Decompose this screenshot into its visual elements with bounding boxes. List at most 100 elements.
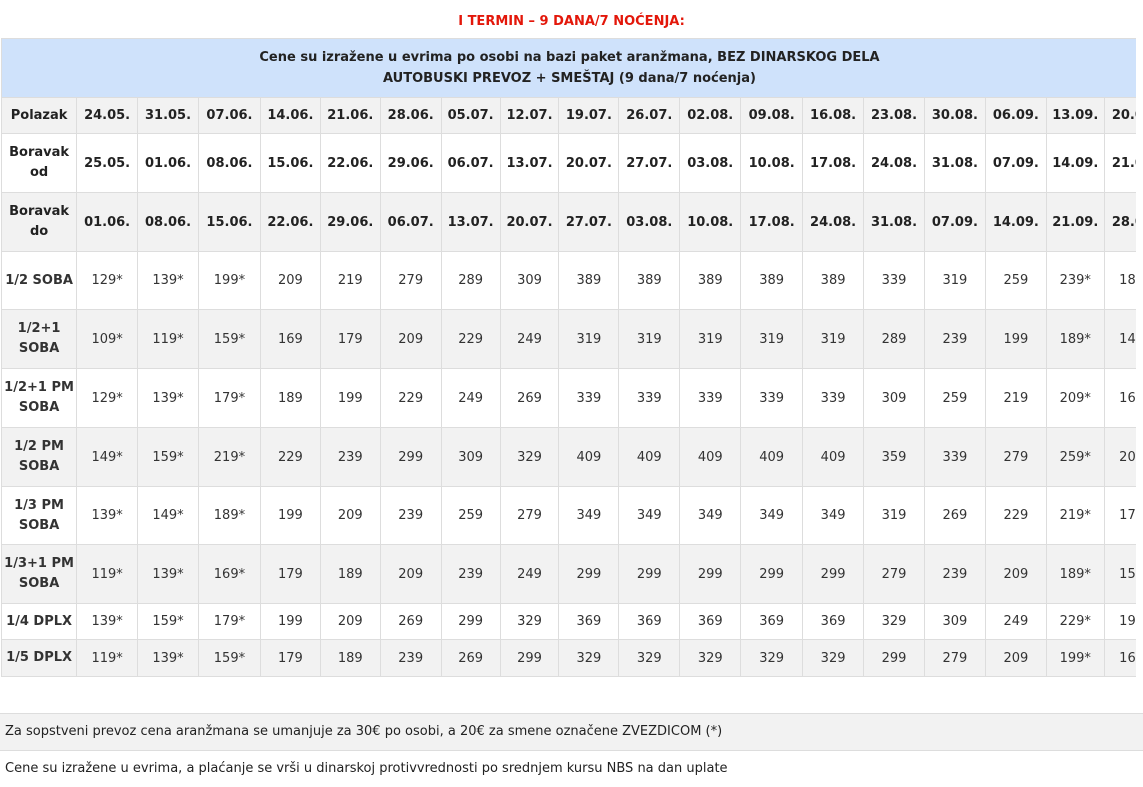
price-cell: 129* xyxy=(76,251,139,310)
price-cell: 289 xyxy=(863,309,925,369)
price-cell: 149* xyxy=(137,486,199,545)
price-cell: 279 xyxy=(984,427,1047,487)
footer-notes: Za sopstveni prevoz cena aranžmana se um… xyxy=(0,713,1143,787)
date-cell: 13.07. xyxy=(499,133,560,193)
date-cell: 01.06. xyxy=(137,133,199,193)
price-cell: 139* xyxy=(76,603,139,640)
table-row: 1/2+1 SOBA 109* 119* 159* 169 179 209 229 249 319… xyxy=(1,309,1136,369)
price-cell: 299 xyxy=(379,427,442,487)
date-cell: 12.07. xyxy=(499,97,560,134)
price-cell: 299 xyxy=(558,544,620,604)
price-cell: 269 xyxy=(379,603,442,640)
date-cell: 28.09. xyxy=(1103,192,1136,252)
price-cell: 409 xyxy=(740,427,804,487)
price-cell: 219* xyxy=(1045,486,1105,545)
price-cell: 339 xyxy=(923,427,986,487)
price-cell: 389 xyxy=(740,251,804,310)
table-row: 1/3+1 PM SOBA 119* 139* 169* 179 189 209 239 249… xyxy=(1,544,1136,604)
price-cell: 349 xyxy=(740,486,804,545)
price-cell: 179* xyxy=(197,603,261,640)
price-cell: 389 xyxy=(558,251,620,310)
date-cell: 24.08. xyxy=(863,133,925,193)
price-cell: 219* xyxy=(197,427,261,487)
table-header-band: Cene su izražene u evrima po osobi na ba… xyxy=(1,38,1136,98)
row-label: Polazak xyxy=(1,97,78,134)
date-cell: 13.07. xyxy=(440,192,501,252)
price-cell: 299 xyxy=(679,544,742,604)
date-cell: 15.06. xyxy=(259,133,321,193)
price-cell: 199* xyxy=(197,251,261,310)
date-cell: 07.09. xyxy=(984,133,1047,193)
price-cell: 249 xyxy=(440,368,501,428)
date-cell: 17.08. xyxy=(802,133,865,193)
price-cell: 199 xyxy=(259,486,321,545)
price-cell: 339 xyxy=(618,368,681,428)
date-cell: 30.08. xyxy=(923,97,986,134)
date-cell: 14.06. xyxy=(259,97,321,134)
price-cell: 319 xyxy=(923,251,986,310)
table-row: Boravak do 01.06. 08.06. 15.06. 22.06. 29.06.… xyxy=(1,192,1136,252)
price-cell: 409 xyxy=(618,427,681,487)
price-cell: 319 xyxy=(740,309,804,369)
price-cell: 279 xyxy=(499,486,560,545)
date-cell: 03.08. xyxy=(679,133,742,193)
footer-note-payment: Cene su izražene u evrima, a plaćanje se… xyxy=(0,750,1143,787)
price-cell: 179 xyxy=(259,544,321,604)
price-cell: 209 xyxy=(984,544,1047,604)
price-cell: 309 xyxy=(440,427,501,487)
price-cell: 169 xyxy=(259,309,321,369)
date-cell: 22.06. xyxy=(259,192,321,252)
price-cell: 319 xyxy=(863,486,925,545)
price-cell: 369 xyxy=(679,603,742,640)
price-cell: 269 xyxy=(923,486,986,545)
price-cell: 209 xyxy=(319,603,381,640)
price-cell: 199 xyxy=(984,309,1047,369)
date-cell: 10.08. xyxy=(679,192,742,252)
date-cell: 27.07. xyxy=(558,192,620,252)
page-title: I TERMIN – 9 DANA/7 NOĆENJA: xyxy=(458,14,685,29)
price-cell: 209 xyxy=(984,639,1047,677)
date-cell: 21.09. xyxy=(1103,133,1136,193)
date-cell: 17.08. xyxy=(740,192,804,252)
price-cell: 149* xyxy=(1103,309,1136,369)
row-label: 1/2+1 PM SOBA xyxy=(1,368,78,428)
price-cell: 139* xyxy=(137,639,199,677)
price-cell: 179 xyxy=(319,309,381,369)
price-cell: 169* xyxy=(1103,639,1136,677)
table-row: 1/2 PM SOBA 149* 159* 219* 229 239 299 309 329 40… xyxy=(1,427,1136,487)
date-cell: 27.07. xyxy=(618,133,681,193)
price-cell: 239* xyxy=(1045,251,1105,310)
price-cell: 309 xyxy=(923,603,986,640)
price-cell: 189 xyxy=(319,544,381,604)
date-cell: 22.06. xyxy=(319,133,381,193)
price-cell: 209* xyxy=(1103,427,1136,487)
price-cell: 189* xyxy=(1045,309,1105,369)
price-cell: 389 xyxy=(802,251,865,310)
price-cell: 199* xyxy=(1103,603,1136,640)
price-cell: 389 xyxy=(618,251,681,310)
price-cell: 359 xyxy=(863,427,925,487)
price-cell: 139* xyxy=(137,251,199,310)
price-cell: 309 xyxy=(499,251,560,310)
price-cell: 219 xyxy=(319,251,381,310)
price-cell: 319 xyxy=(558,309,620,369)
date-cell: 21.06. xyxy=(319,97,381,134)
price-cell: 139* xyxy=(137,368,199,428)
price-cell: 349 xyxy=(679,486,742,545)
price-cell: 319 xyxy=(802,309,865,369)
price-cell: 199 xyxy=(259,603,321,640)
date-cell: 23.08. xyxy=(863,97,925,134)
price-cell: 219 xyxy=(984,368,1047,428)
price-cell: 299 xyxy=(618,544,681,604)
price-cell: 239 xyxy=(319,427,381,487)
price-cell: 319 xyxy=(679,309,742,369)
date-cell: 31.05. xyxy=(137,97,199,134)
price-cell: 329 xyxy=(679,639,742,677)
price-cell: 209 xyxy=(319,486,381,545)
date-cell: 05.07. xyxy=(440,97,501,134)
price-cell: 229 xyxy=(259,427,321,487)
price-cell: 159* xyxy=(137,427,199,487)
date-cell: 20.07. xyxy=(558,133,620,193)
table-row: 1/2 SOBA 129* 139* 199* 209 219 279 289 309 389 38… xyxy=(1,251,1136,310)
price-cell: 259 xyxy=(440,486,501,545)
